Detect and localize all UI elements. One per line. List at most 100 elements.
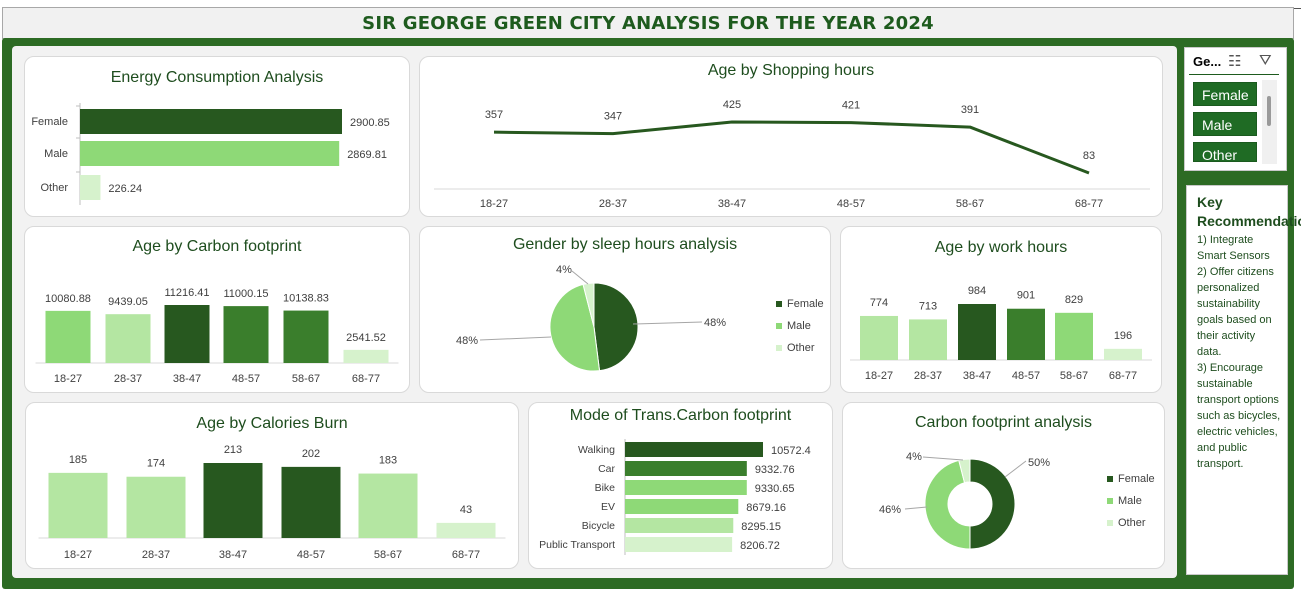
tick-label: 58-67 bbox=[292, 373, 320, 385]
scrollbar-thumb[interactable] bbox=[1267, 96, 1271, 126]
clear-filter-icon[interactable]: ⛛ bbox=[1259, 52, 1272, 69]
calories-burn-chart: 185 18-27 174 28-37 213 38-47 202 48-57 183 58-67… bbox=[38, 444, 506, 561]
carbon-footprint-doughnut: 50% 46% 4% Female Male Other bbox=[879, 451, 1155, 550]
work-hours-card[interactable]: Age by work hours 774 18-27 713 28-37 984 38-… bbox=[840, 226, 1162, 393]
legend-swatch bbox=[1107, 476, 1113, 482]
leader-line bbox=[479, 336, 552, 341]
slicer-item-male[interactable]: Male bbox=[1193, 112, 1257, 136]
multi-select-icon[interactable]: ☷ bbox=[1228, 53, 1242, 70]
data-label: 8679.16 bbox=[746, 502, 786, 514]
bar bbox=[625, 537, 733, 552]
pie-slice bbox=[549, 283, 601, 372]
category-label: Car bbox=[598, 463, 615, 475]
page-title: SIR GEORGE GREEN CITY ANALYSIS FOR THE Y… bbox=[362, 12, 934, 34]
tick-label: 58-67 bbox=[956, 198, 984, 210]
data-label: 357 bbox=[485, 109, 503, 121]
data-label: 46% bbox=[879, 504, 901, 516]
category-label: Bike bbox=[595, 482, 616, 494]
data-label: 8295.15 bbox=[741, 521, 781, 533]
transport-carbon-chart: Walking 10572.4 Car 9332.76 Bike 9330.65 EV 867… bbox=[539, 439, 811, 555]
bar bbox=[126, 476, 186, 538]
tick-label: 28-37 bbox=[599, 198, 627, 210]
category-label: Other bbox=[40, 182, 68, 194]
legend-entry: Other bbox=[1118, 517, 1146, 529]
pie-slice bbox=[593, 282, 639, 372]
data-label: 11216.41 bbox=[164, 287, 209, 299]
bar bbox=[909, 319, 947, 360]
tick-label: 18-27 bbox=[64, 549, 92, 561]
chart-title: Mode of Trans.Carbon footprint bbox=[569, 407, 792, 424]
data-label: 425 bbox=[723, 99, 741, 111]
bar bbox=[105, 314, 151, 363]
category-label: Walking bbox=[578, 444, 615, 456]
tick-label: 68-77 bbox=[1109, 370, 1137, 382]
tick-label: 48-57 bbox=[837, 198, 865, 210]
category-label: Bicycle bbox=[582, 520, 615, 532]
tick-label: 68-77 bbox=[452, 549, 480, 561]
recommendations-title: Key Recommendations bbox=[1197, 194, 1301, 229]
tick-label: 48-57 bbox=[297, 549, 325, 561]
tick-label: 18-27 bbox=[54, 373, 82, 385]
bar bbox=[281, 466, 341, 538]
data-label: 4% bbox=[906, 451, 922, 463]
data-label: 174 bbox=[147, 458, 165, 470]
data-label: 50% bbox=[1028, 457, 1050, 469]
bar bbox=[80, 175, 101, 200]
slicer-item-female[interactable]: Female bbox=[1193, 82, 1257, 106]
leader-line bbox=[922, 456, 964, 461]
bar bbox=[164, 305, 210, 363]
bar bbox=[625, 499, 739, 514]
legend-entry: Female bbox=[1118, 473, 1155, 485]
data-label: 829 bbox=[1065, 294, 1083, 306]
bar bbox=[80, 141, 340, 166]
carbon-footprint-card[interactable]: Carbon footprint analysis 50% 46% 4% Female… bbox=[842, 402, 1165, 569]
tick-label: 38-47 bbox=[963, 370, 991, 382]
data-label: 2900.85 bbox=[350, 117, 390, 129]
pie-slice bbox=[924, 459, 971, 550]
data-label: 213 bbox=[224, 444, 242, 456]
data-label: 10138.83 bbox=[283, 293, 329, 305]
chart-title: Energy Consumption Analysis bbox=[110, 69, 324, 86]
bar bbox=[625, 518, 734, 533]
pie-slice bbox=[969, 458, 1016, 550]
carbon-footprint-age-chart: 10080.88 18-27 9439.05 28-37 11216.41 38-47 11… bbox=[35, 287, 399, 385]
tick-label: 28-37 bbox=[142, 549, 170, 561]
slicer-scrollbar[interactable] bbox=[1262, 80, 1277, 164]
shopping-hours-card[interactable]: Age by Shopping hours 357 18-27 347 28-37 42… bbox=[419, 56, 1163, 217]
work-hours-chart: 774 18-27 713 28-37 984 38-47 901 48-57 829 58-67… bbox=[850, 285, 1152, 382]
data-label: 347 bbox=[604, 111, 622, 123]
data-label: 11000.15 bbox=[223, 288, 268, 300]
data-label: 984 bbox=[968, 285, 986, 297]
slicer-item-other[interactable]: Other bbox=[1193, 142, 1257, 162]
data-label: 713 bbox=[919, 300, 937, 312]
bar bbox=[343, 349, 389, 363]
energy-consumption-card[interactable]: Energy Consumption Analysis Female 2900.8… bbox=[24, 56, 410, 217]
tick-label: 38-47 bbox=[173, 373, 201, 385]
category-label: Male bbox=[44, 148, 68, 160]
data-label: 9330.65 bbox=[755, 483, 795, 495]
tick-label: 38-47 bbox=[718, 198, 746, 210]
sleep-hours-card[interactable]: Gender by sleep hours analysis 48% 48% 4% F… bbox=[419, 226, 831, 393]
chart-title: Age by Shopping hours bbox=[707, 62, 875, 79]
gender-slicer[interactable]: Ge... ☷ ⛛ Female Male Other bbox=[1184, 47, 1287, 171]
carbon-footprint-age-card[interactable]: Age by Carbon footprint 10080.88 18-27 943… bbox=[24, 226, 410, 393]
transport-carbon-card[interactable]: Mode of Trans.Carbon footprint Walking 10… bbox=[528, 402, 833, 569]
data-label: 10080.88 bbox=[45, 293, 91, 305]
recommendations-list: 1) Integrate Smart Sensors 2) Offer citi… bbox=[1197, 232, 1281, 472]
slicer-header: Ge... bbox=[1193, 54, 1222, 69]
slicer-divider bbox=[1189, 74, 1279, 75]
tick-label: 18-27 bbox=[480, 198, 508, 210]
shopping-hours-chart: 357 18-27 347 28-37 425 38-47 421 48-57 391 58-67… bbox=[434, 99, 1150, 210]
recommendation-item: 3) Encourage sustainable transport optio… bbox=[1197, 362, 1281, 470]
data-label: 2869.81 bbox=[347, 149, 387, 161]
calories-burn-card[interactable]: Age by Calories Burn 185 18-27 174 28-37 213… bbox=[25, 402, 519, 569]
tick-label: 68-77 bbox=[352, 373, 380, 385]
data-label: 901 bbox=[1017, 290, 1035, 302]
data-label: 4% bbox=[556, 264, 572, 276]
tick-label: 48-57 bbox=[232, 373, 260, 385]
data-label: 183 bbox=[379, 455, 397, 467]
title-bar: SIR GEORGE GREEN CITY ANALYSIS FOR THE Y… bbox=[2, 7, 1294, 39]
bar bbox=[860, 315, 898, 360]
bar bbox=[80, 109, 342, 134]
recommendations-panel: Key Recommendations 1) Integrate Smart S… bbox=[1186, 185, 1301, 575]
